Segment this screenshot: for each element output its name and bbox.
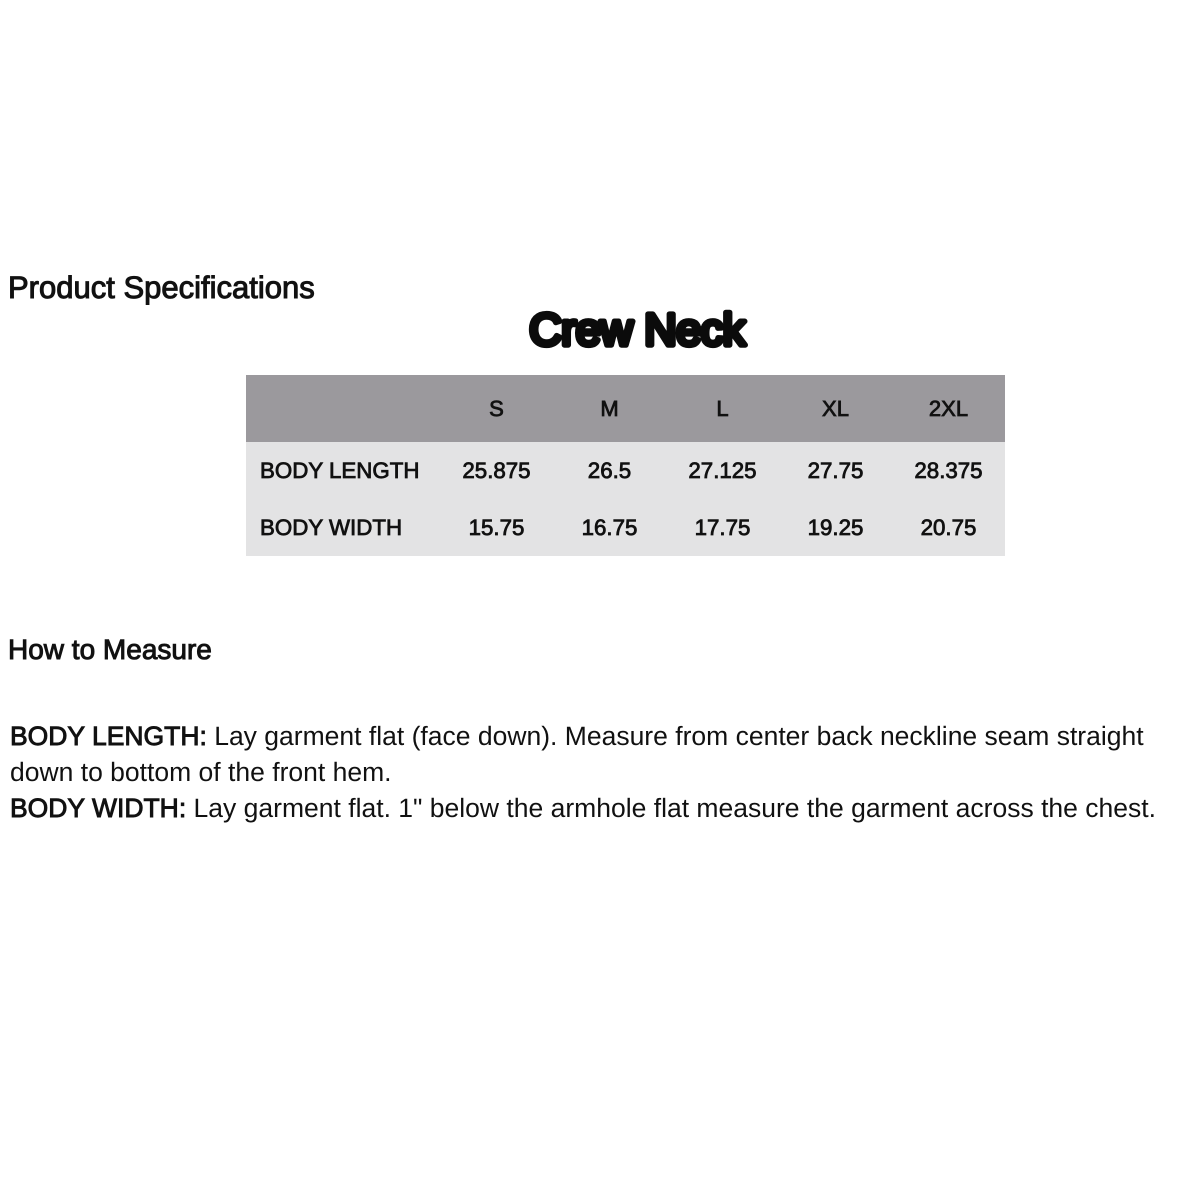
svg-text:Crew Neck: Crew Neck (529, 304, 747, 355)
